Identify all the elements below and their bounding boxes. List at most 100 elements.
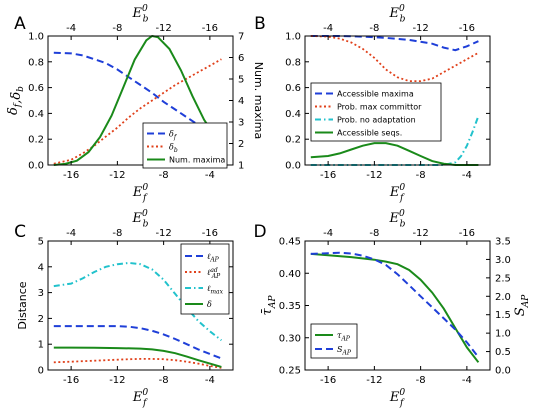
top-tick-label: -16 [202, 23, 218, 34]
y2-axis-label: Num. maxima [252, 62, 265, 139]
x-tick-label: -16 [320, 375, 336, 386]
y2-tick-label: 6 [238, 53, 244, 64]
y2-tick-label: 2.0 [495, 292, 511, 303]
series-line-1 [53, 357, 222, 369]
top-tick-label: -12 [155, 228, 171, 239]
top-tick-label: -16 [202, 228, 218, 239]
legend-label: SAP [337, 345, 352, 357]
y-axis-label: Distance [16, 281, 29, 329]
top-tick-label: -12 [155, 23, 171, 34]
panel-d: D -16 -12 -8 -4 -4 -8 -12 -16 0.25 0.30 0.35 0.40 0.4… [253, 209, 530, 408]
x-tick-label: -8 [416, 375, 426, 386]
x-axis-label: E0 f [132, 183, 149, 203]
series-line-2 [310, 115, 480, 166]
panel-letter: B [254, 14, 266, 34]
top-tick-label: -8 [112, 23, 122, 34]
y-tick-label: 0.6 [285, 83, 301, 94]
y-tick-label: 0.6 [28, 83, 44, 94]
x-tick-label: -12 [109, 375, 125, 386]
x-tick-label: -4 [462, 170, 472, 181]
series-line-2 [53, 261, 223, 342]
legend-box [310, 323, 358, 359]
x-axis-label: E0 f [389, 183, 406, 203]
y-tick-label: 0.25 [279, 366, 301, 377]
legend-label: τAP [337, 331, 351, 343]
panel-letter: D [253, 222, 266, 242]
y2-tick-label: 4 [238, 96, 244, 107]
top-tick-label: -16 [459, 228, 475, 239]
x-tick-label: -4 [205, 375, 215, 386]
y2-tick-label: 3.0 [495, 255, 511, 266]
top-axis-label: E0 b [132, 209, 149, 229]
y2-tick-label: 3 [238, 118, 244, 129]
x-axis-label: E0 f [132, 388, 149, 408]
legend-label: ℓmax [207, 284, 224, 296]
y2-tick-label: 7 [238, 32, 244, 43]
legend-label: Accessible maxima [337, 90, 414, 99]
legend: Accessible maxima Prob. max committor Prob… [310, 82, 442, 142]
panel-letter: A [14, 14, 26, 34]
x-tick-label: -12 [109, 170, 125, 181]
y-tick-label: 0.4 [28, 109, 44, 120]
legend-label: Prob. no adaptation [337, 116, 416, 125]
x-tick-label: -8 [416, 170, 426, 181]
series-group [53, 261, 223, 369]
series-line-0 [53, 51, 222, 142]
y-tick-label: 0.30 [279, 333, 301, 344]
x-tick-label: -16 [320, 170, 336, 181]
top-tick-label: -8 [369, 23, 379, 34]
legend-label: δf [169, 130, 178, 142]
legend: τAP SAP [310, 323, 358, 359]
top-tick-label: -12 [412, 228, 428, 239]
y-tick-label: 0.8 [28, 57, 44, 68]
y-tick-label: 0.2 [285, 135, 301, 146]
top-tick-label: -4 [66, 228, 76, 239]
y-tick-label: 3 [38, 288, 44, 299]
legend-label: ℓad AP [207, 267, 221, 280]
top-tick-label: -16 [459, 23, 475, 34]
plot-frame [47, 240, 234, 371]
y-tick-label: 0 [38, 366, 44, 377]
top-tick-label: -8 [369, 228, 379, 239]
y-tick-label: 0.40 [279, 269, 301, 280]
top-tick-label: -4 [323, 23, 333, 34]
top-axis-label: E0 b [132, 4, 149, 24]
series-line-1 [53, 58, 222, 165]
top-tick-label: -8 [112, 228, 122, 239]
legend-label: Num. maxima [169, 156, 225, 165]
legend-label: ℓAP [207, 252, 220, 264]
series-line-3 [53, 346, 222, 368]
x-axis-label: E0 f [389, 388, 406, 408]
legend-label: Prob. max committor [337, 103, 422, 112]
y-tick-label: 0.2 [28, 135, 44, 146]
y2-tick-label: 5 [238, 75, 244, 86]
y2-tick-label: 1.0 [495, 329, 511, 340]
y-tick-label: 0.0 [285, 161, 301, 172]
top-tick-label: -4 [323, 228, 333, 239]
y-tick-label: 0.45 [279, 237, 301, 248]
series-line-1 [310, 251, 480, 358]
series-line-2 [53, 35, 223, 166]
legend-label: δ [207, 300, 212, 309]
y-tick-label: 0.0 [28, 161, 44, 172]
series-line-1 [310, 35, 479, 82]
y2-tick-label: 0.5 [495, 347, 511, 358]
y-axis-label: τ̄AP [260, 295, 278, 316]
y-tick-label: 1.0 [285, 32, 301, 43]
legend-label: δb [169, 143, 178, 155]
series-line-0 [310, 252, 480, 363]
series-line-0 [310, 35, 479, 52]
panel-c: C -16 -12 -8 -4 -4 -8 -12 -16 0 1 2 3 4 5 E0 f E0 b Distanc… [14, 209, 234, 409]
y-tick-label: 0.8 [285, 57, 301, 68]
top-axis-label: E0 b [389, 4, 406, 24]
x-tick-label: -12 [366, 170, 382, 181]
top-axis-label: E0 b [389, 209, 406, 229]
legend-label: Accessible seqs. [337, 129, 402, 138]
y2-axis-label: SAP [513, 294, 531, 316]
x-tick-label: -12 [366, 375, 382, 386]
x-tick-label: -4 [462, 375, 472, 386]
y-tick-label: 2 [38, 314, 44, 325]
y-tick-label: 1 [38, 340, 44, 351]
series-group [310, 251, 480, 363]
